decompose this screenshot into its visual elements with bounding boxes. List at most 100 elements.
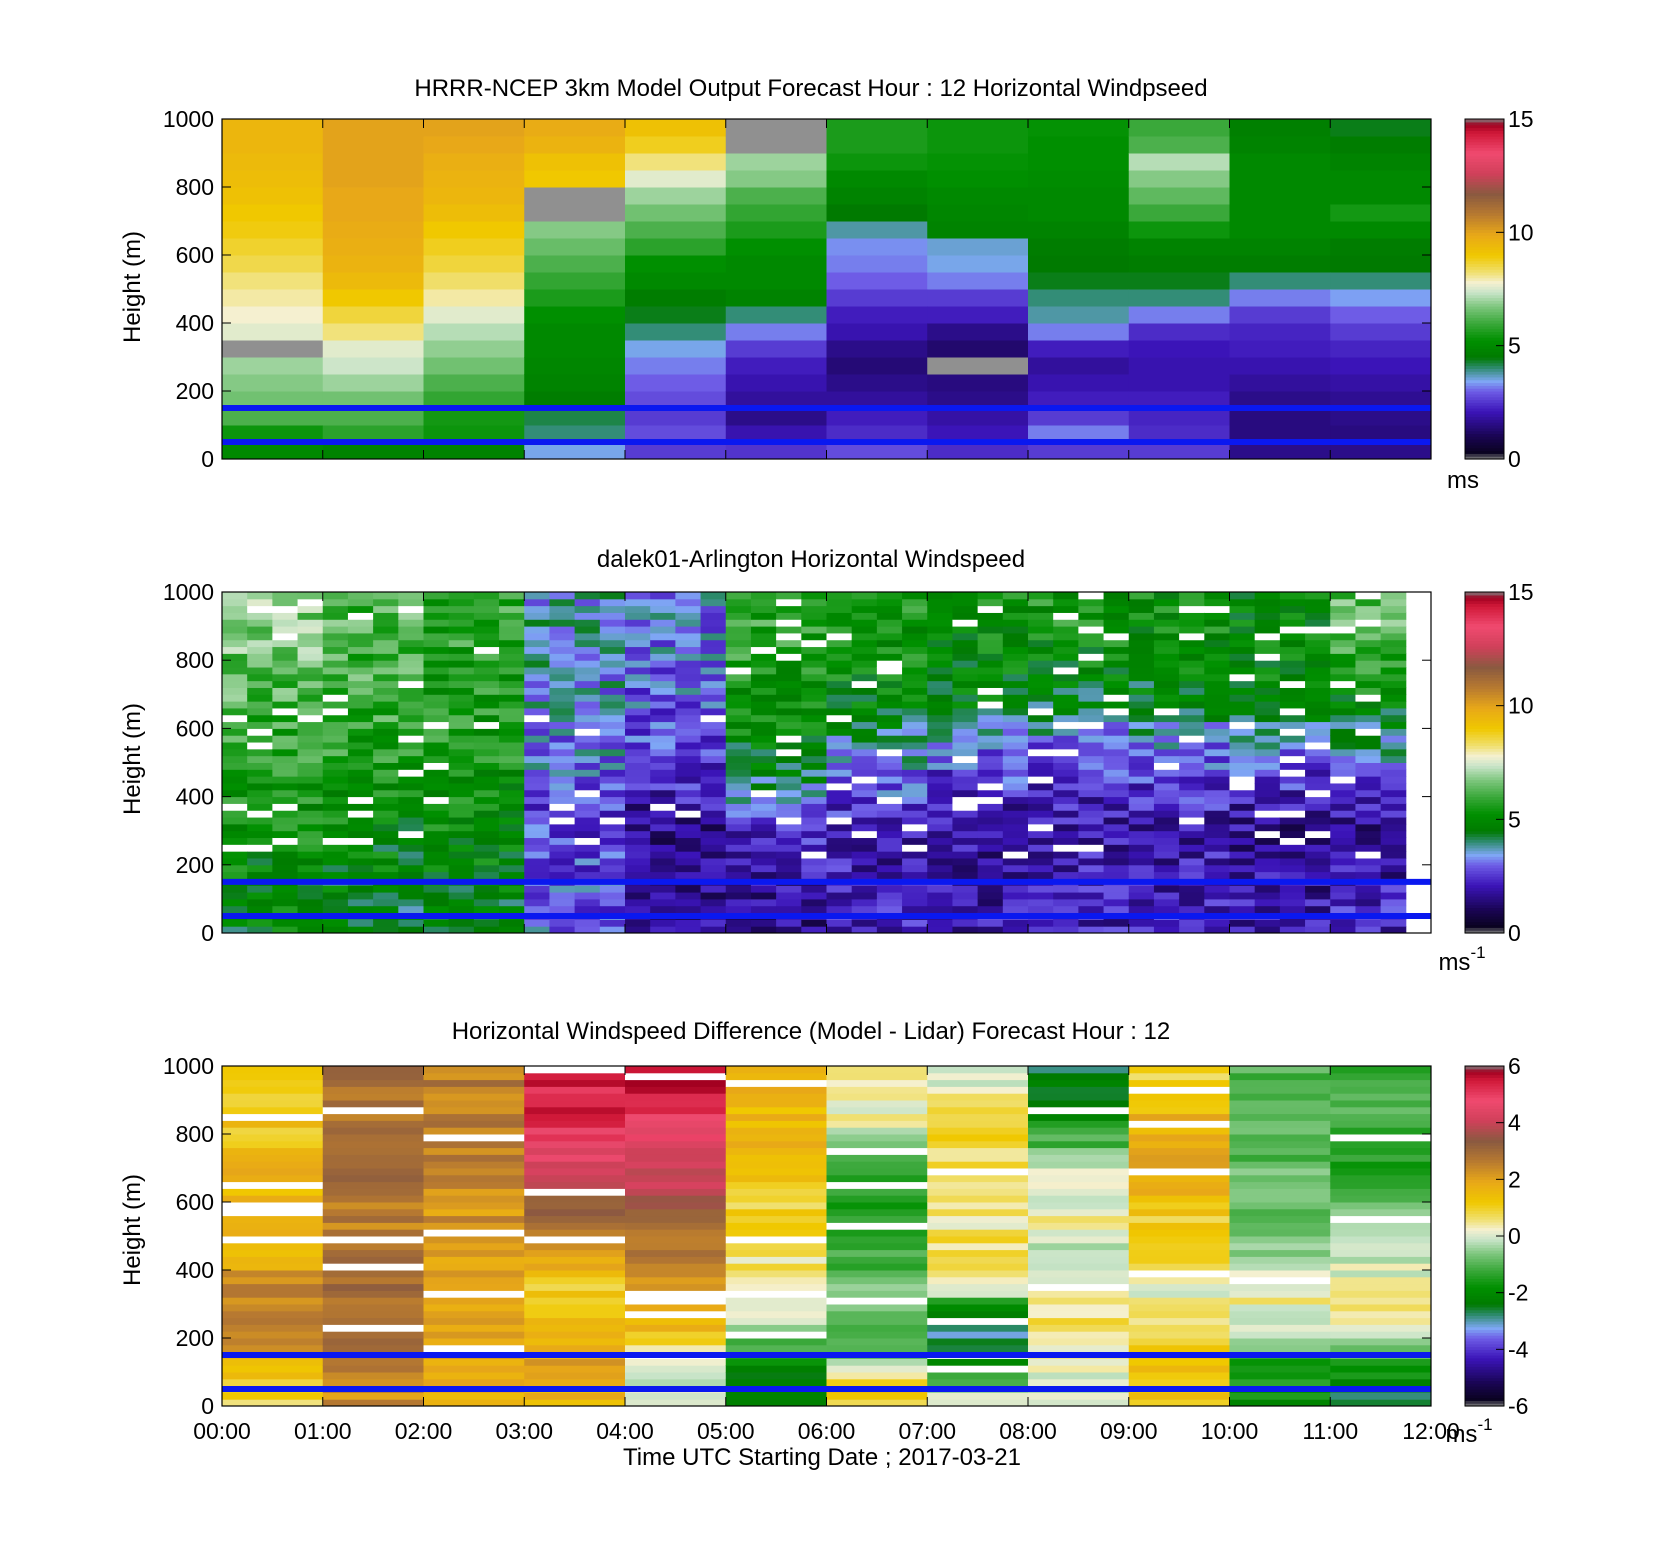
heatmap-cell [625, 119, 727, 137]
heatmap-cell [826, 823, 853, 832]
colorbar-segment [1465, 890, 1504, 894]
heatmap-cell [1128, 323, 1230, 341]
heatmap-cell [448, 646, 475, 654]
heatmap-cell [247, 823, 273, 832]
colorbar-segment [1465, 1261, 1504, 1265]
heatmap-cell [1053, 830, 1079, 839]
heatmap-cell [1128, 1086, 1230, 1094]
heatmap-cell [851, 735, 878, 743]
heatmap-cell [902, 694, 928, 702]
heatmap-cell [574, 762, 601, 770]
heatmap-cell [473, 851, 500, 859]
colorbar-segment [1465, 1128, 1504, 1132]
heatmap-cell [574, 592, 601, 600]
heatmap-cell [549, 885, 576, 893]
colorbar-segment [1465, 597, 1504, 602]
heatmap-cell [1204, 626, 1230, 634]
heatmap-cell [826, 851, 853, 859]
heatmap-cell [927, 735, 953, 743]
heatmap-cell [851, 748, 878, 757]
heatmap-cell [725, 1358, 827, 1366]
x-axis-label: Time UTC Starting Date ; 2017-03-21 [623, 1444, 1021, 1471]
heatmap-cell [1330, 1297, 1432, 1305]
y-tick-label: 0 [201, 920, 214, 946]
heatmap-cell [524, 660, 550, 668]
colorbar-segment [1465, 1258, 1504, 1263]
heatmap-cell [801, 830, 827, 839]
heatmap-cell [499, 694, 525, 702]
heatmap-cell [322, 871, 349, 879]
heatmap-cell [675, 898, 702, 907]
heatmap-cell [625, 391, 727, 409]
heatmap-cell [1028, 598, 1054, 607]
heatmap-cell [826, 1304, 928, 1312]
heatmap-cell [625, 653, 651, 661]
heatmap-cell [473, 598, 500, 607]
heatmap-cell [927, 769, 953, 777]
heatmap-cell [625, 721, 651, 729]
heatmap-cell [1028, 653, 1054, 661]
heatmap-cell [1355, 619, 1382, 627]
heatmap-cell [1204, 598, 1230, 607]
heatmap-cell [750, 619, 777, 627]
heatmap-cell [272, 673, 299, 682]
heatmap-cell [700, 653, 727, 661]
heatmap-cell [322, 1140, 424, 1149]
heatmap-cell [801, 857, 827, 866]
heatmap-cell [1078, 612, 1105, 620]
heatmap-cell [952, 755, 979, 763]
heatmap-cell [1330, 170, 1432, 188]
heatmap-cell [1254, 742, 1281, 750]
heatmap-cell [1028, 735, 1054, 743]
heatmap-cell [725, 701, 752, 709]
heatmap-cell [902, 598, 928, 607]
colorbar-segment [1465, 325, 1504, 330]
heatmap-cell [247, 789, 273, 798]
heatmap-cell [1128, 810, 1155, 818]
heatmap-cell [398, 646, 424, 654]
heatmap-cell [776, 612, 802, 620]
heatmap-cell [297, 701, 324, 709]
heatmap-cell [1380, 694, 1407, 702]
heatmap-cell [524, 667, 550, 675]
heatmap-cell [927, 803, 953, 811]
heatmap-cell [423, 769, 450, 777]
heatmap-cell [297, 762, 324, 770]
colorbar-segment [1465, 1139, 1504, 1144]
heatmap-cell [776, 776, 802, 784]
heatmap-cell [876, 789, 903, 798]
heatmap-cell [1355, 755, 1382, 763]
heatmap-cell [1103, 871, 1130, 879]
heatmap-cell [222, 687, 248, 695]
heatmap-cell [1330, 1195, 1432, 1203]
colorbar-segment [1465, 1241, 1504, 1246]
heatmap-cell [1053, 632, 1079, 641]
heatmap-cell [927, 1276, 1029, 1285]
heatmap-cell [1330, 769, 1356, 777]
heatmap-cell [322, 153, 424, 171]
heatmap-cell [297, 680, 324, 688]
heatmap-cell [1355, 823, 1382, 832]
heatmap-cell [927, 1317, 1029, 1325]
heatmap-cell [272, 885, 299, 893]
heatmap-cell [1254, 646, 1281, 654]
heatmap-cell [826, 789, 853, 798]
heatmap-cell [423, 289, 525, 307]
heatmap-cell [1330, 1222, 1432, 1230]
heatmap-cell [1229, 1242, 1331, 1251]
heatmap-cell [952, 892, 979, 900]
colorbar-segment [1465, 768, 1504, 772]
heatmap-cell [776, 864, 802, 873]
heatmap-cell [650, 646, 676, 654]
heatmap-cell [876, 735, 903, 743]
heatmap-cell [801, 905, 827, 914]
heatmap-cell [574, 707, 601, 716]
heatmap-cell [524, 1181, 626, 1189]
y-tick-label: 0 [201, 1393, 214, 1419]
heatmap-cell [750, 817, 777, 825]
heatmap-cell [347, 632, 374, 641]
colorbar-segment [1465, 844, 1504, 849]
heatmap-cell [322, 306, 424, 324]
heatmap-cell [398, 837, 424, 845]
heatmap-cell [1028, 1283, 1130, 1291]
